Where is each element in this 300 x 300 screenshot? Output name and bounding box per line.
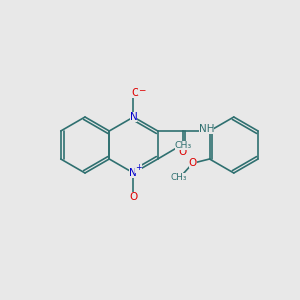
Text: −: − [138,86,145,95]
Text: +: + [135,164,142,172]
Text: NH: NH [199,124,214,134]
Text: O: O [131,88,140,98]
Text: N: N [130,112,137,122]
Text: N: N [129,168,136,178]
Text: CH₃: CH₃ [171,173,188,182]
Text: CH₃: CH₃ [175,140,192,149]
Text: O: O [189,158,197,168]
Text: O: O [179,147,187,157]
Text: O: O [129,192,138,202]
